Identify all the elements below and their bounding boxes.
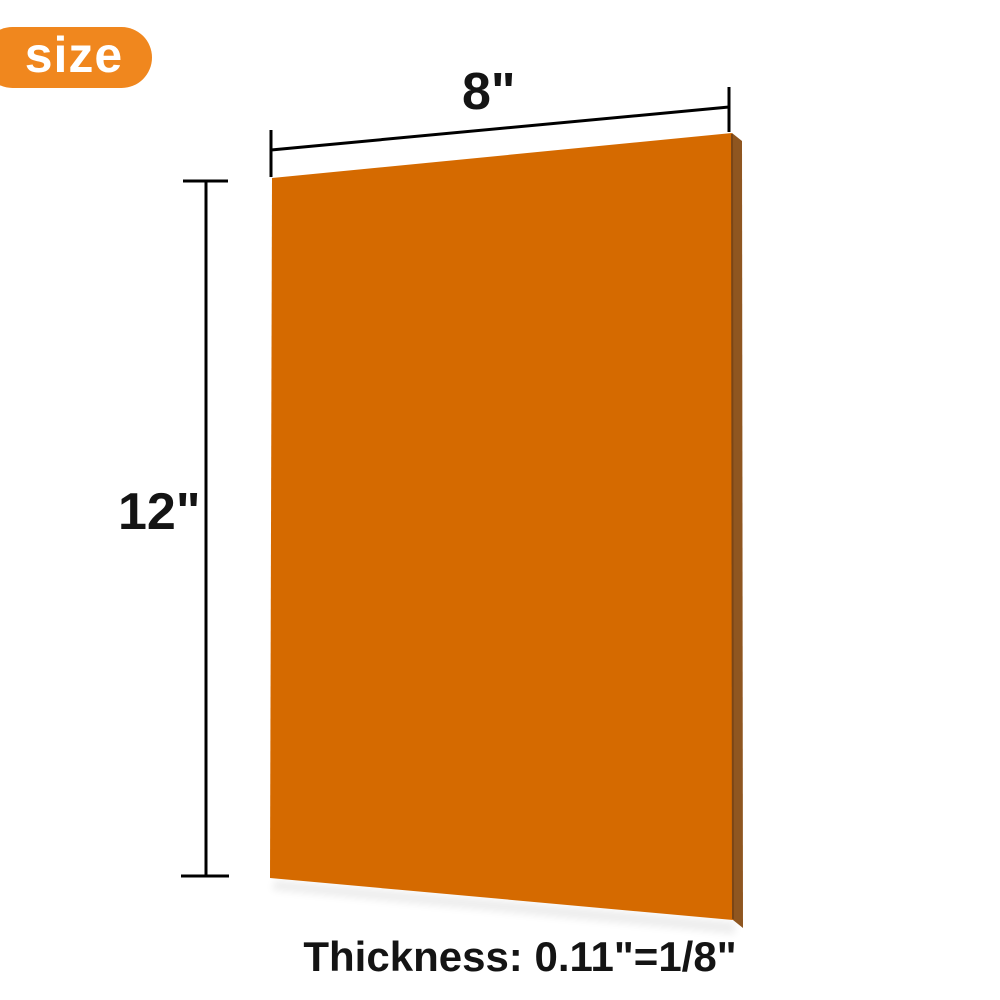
- sheet-side-edge: [732, 133, 743, 928]
- sheet-edge-seam: [731, 133, 734, 920]
- width-dimension-label: 8": [462, 63, 516, 121]
- height-dimension-label: 12": [118, 483, 201, 541]
- thickness-label: Thickness: 0.11"=1/8": [303, 933, 737, 980]
- size-badge: size: [0, 27, 152, 88]
- sheet-shadow: [272, 880, 735, 934]
- width-dimension-line: [269, 87, 731, 177]
- height-dimension-line: [181, 179, 229, 878]
- size-badge-label: size: [24, 26, 124, 83]
- sheet-front-face: [270, 133, 733, 920]
- width-dimension-main-line: [270, 105, 730, 152]
